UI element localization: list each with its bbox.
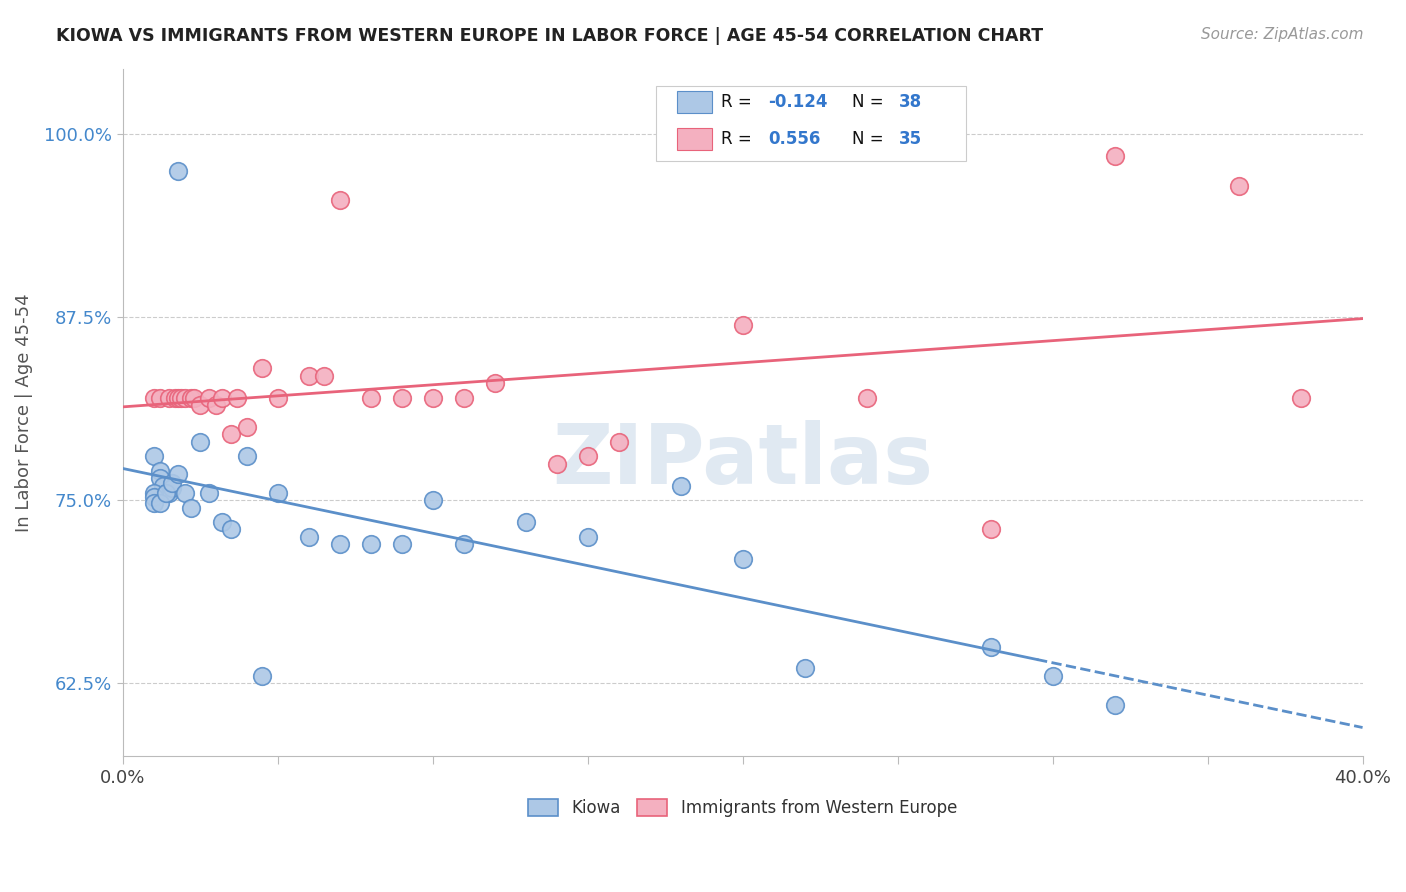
Point xyxy=(1104,149,1126,163)
Point xyxy=(391,391,413,405)
Point xyxy=(157,486,180,500)
Point xyxy=(515,515,537,529)
Point xyxy=(360,537,382,551)
Text: R =: R = xyxy=(721,94,758,112)
Text: Source: ZipAtlas.com: Source: ZipAtlas.com xyxy=(1201,27,1364,42)
Point xyxy=(328,537,350,551)
Point xyxy=(250,361,273,376)
Point xyxy=(188,398,211,412)
Point xyxy=(142,486,165,500)
Point xyxy=(731,551,754,566)
Point xyxy=(980,523,1002,537)
Point xyxy=(149,471,172,485)
Point xyxy=(167,467,190,481)
Text: R =: R = xyxy=(721,129,758,148)
Y-axis label: In Labor Force | Age 45-54: In Labor Force | Age 45-54 xyxy=(15,293,32,532)
Point xyxy=(167,164,190,178)
Point xyxy=(793,661,815,675)
Point xyxy=(576,450,599,464)
Point xyxy=(731,318,754,332)
Point xyxy=(198,486,221,500)
Point xyxy=(235,420,257,434)
Text: N =: N = xyxy=(852,129,889,148)
Point xyxy=(149,464,172,478)
Point xyxy=(204,398,226,412)
Point xyxy=(167,391,190,405)
Point xyxy=(142,496,165,510)
Point xyxy=(607,434,630,449)
Point xyxy=(211,515,233,529)
Point xyxy=(180,500,202,515)
Point xyxy=(183,391,205,405)
Point xyxy=(188,434,211,449)
Point xyxy=(546,457,568,471)
Text: -0.124: -0.124 xyxy=(769,94,828,112)
Point xyxy=(226,391,249,405)
Point xyxy=(266,391,288,405)
Point xyxy=(312,368,335,383)
Point xyxy=(422,493,444,508)
Text: ZIPatlas: ZIPatlas xyxy=(553,420,934,501)
Point xyxy=(1227,178,1250,193)
Point xyxy=(165,391,187,405)
Point xyxy=(180,391,202,405)
Point xyxy=(297,368,319,383)
FancyBboxPatch shape xyxy=(676,91,711,113)
Point xyxy=(453,537,475,551)
Point xyxy=(142,490,165,504)
Point xyxy=(160,482,183,496)
Point xyxy=(391,537,413,551)
Point xyxy=(170,391,193,405)
Point xyxy=(266,486,288,500)
Point xyxy=(980,640,1002,654)
Point xyxy=(360,391,382,405)
Point xyxy=(1104,698,1126,712)
Point xyxy=(211,391,233,405)
Point xyxy=(297,530,319,544)
Point xyxy=(328,193,350,207)
Point xyxy=(160,475,183,490)
Point xyxy=(219,427,242,442)
Point xyxy=(669,478,692,492)
Point xyxy=(155,486,177,500)
Point xyxy=(173,391,195,405)
Text: N =: N = xyxy=(852,94,889,112)
Point xyxy=(155,486,177,500)
Point xyxy=(1042,669,1064,683)
Text: KIOWA VS IMMIGRANTS FROM WESTERN EUROPE IN LABOR FORCE | AGE 45-54 CORRELATION C: KIOWA VS IMMIGRANTS FROM WESTERN EUROPE … xyxy=(56,27,1043,45)
Point xyxy=(173,486,195,500)
Point xyxy=(422,391,444,405)
Point xyxy=(149,496,172,510)
FancyBboxPatch shape xyxy=(676,128,711,150)
Point xyxy=(149,391,172,405)
Point xyxy=(453,391,475,405)
Point xyxy=(1289,391,1312,405)
Point xyxy=(198,391,221,405)
Point xyxy=(142,391,165,405)
Text: 38: 38 xyxy=(898,94,922,112)
Point xyxy=(152,478,174,492)
Point xyxy=(484,376,506,391)
Text: 35: 35 xyxy=(898,129,922,148)
Point xyxy=(157,391,180,405)
Point xyxy=(235,450,257,464)
Legend: Kiowa, Immigrants from Western Europe: Kiowa, Immigrants from Western Europe xyxy=(522,792,963,823)
Point xyxy=(142,450,165,464)
Point xyxy=(576,530,599,544)
Point xyxy=(855,391,877,405)
Point xyxy=(219,523,242,537)
Point xyxy=(250,669,273,683)
FancyBboxPatch shape xyxy=(655,86,966,161)
Text: 0.556: 0.556 xyxy=(769,129,821,148)
